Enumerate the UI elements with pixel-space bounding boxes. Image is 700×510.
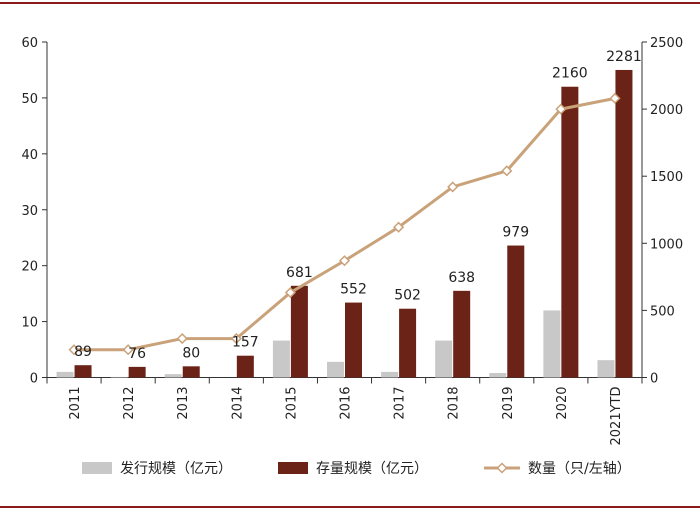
right-tick-label: 1000 [650, 237, 683, 252]
issuance-bar-2017 [381, 371, 399, 378]
issuance-bar-2015 [272, 340, 290, 378]
x-tick-label: 2014 [230, 387, 245, 420]
x-tick-label: 2015 [284, 387, 299, 420]
count-marker-2014 [230, 333, 242, 345]
data-label-2011: 89 [74, 344, 92, 360]
left-tick-label: 30 [21, 204, 38, 219]
outstanding-bar-2015 [290, 285, 308, 378]
issuance-bar-2013 [164, 374, 182, 378]
right-tick-label: 0 [650, 372, 658, 387]
data-label-2015: 681 [286, 265, 313, 281]
issuance-bar-2021YTD [597, 360, 615, 378]
outstanding-bar-2014 [236, 355, 254, 378]
legend: 发行规模（亿元） 存量规模（亿元） 数量（只/左轴） [82, 461, 631, 477]
issuance-bar-2019 [489, 373, 507, 378]
right-tick-label: 1500 [650, 170, 683, 185]
count-marker-2013 [176, 333, 188, 345]
legend-label-2: 数量（只/左轴） [528, 461, 631, 477]
legend-marker [496, 462, 508, 474]
x-tick-label: 2020 [555, 387, 570, 420]
data-label-2017: 502 [394, 288, 421, 304]
issuance-bar-2020 [543, 310, 561, 378]
x-tick-label: 2021YTD [609, 387, 624, 446]
data-label-2020: 2160 [552, 66, 588, 82]
data-label-2013: 80 [182, 345, 200, 361]
outstanding-bar-2018 [453, 290, 471, 378]
x-tick-label: 2016 [339, 387, 354, 420]
legend-swatch-0 [82, 462, 112, 474]
issuance-bar-2011 [56, 371, 74, 378]
count-marker-2015 [284, 286, 296, 299]
outstanding-bar-2019 [507, 245, 525, 378]
count-marker-2012 [122, 344, 134, 356]
legend-label-1: 存量规模（亿元） [316, 461, 428, 477]
outstanding-bar-2021YTD [615, 69, 633, 378]
left-tick-label: 60 [21, 36, 38, 51]
legend-label-0: 发行规模（亿元） [120, 461, 232, 477]
count-marker-2011 [68, 344, 80, 356]
outstanding-bar-2017 [399, 308, 417, 378]
right-tick-label: 2000 [650, 103, 683, 118]
left-tick-label: 40 [21, 148, 38, 163]
x-tick-label: 2011 [68, 387, 83, 420]
issuance-bar-2018 [435, 340, 453, 378]
right-tick-label: 500 [650, 304, 675, 319]
right-tick-label: 2500 [650, 36, 683, 51]
outstanding-bar-2011 [74, 365, 92, 378]
data-label-2014: 157 [232, 335, 259, 351]
issuance-bar-2016 [327, 361, 344, 378]
count-marker-2016 [338, 255, 351, 267]
issuance-bar-2012 [110, 376, 128, 378]
count-marker-2020 [555, 103, 567, 115]
count-marker-2021YTD [609, 92, 621, 104]
x-tick-label: 2018 [447, 387, 462, 420]
count-marker-2017 [393, 221, 405, 233]
x-tick-label: 2019 [501, 387, 516, 420]
x-tick-label: 2017 [393, 387, 408, 420]
left-tick-label: 50 [21, 92, 38, 107]
left-tick-label: 10 [21, 316, 38, 331]
data-label-2021YTD: 2281 [606, 49, 642, 65]
count-marker-2018 [447, 181, 459, 193]
count-marker-2019 [501, 165, 513, 177]
count-line [74, 96, 616, 352]
legend-swatch-1 [278, 462, 308, 474]
data-label-2018: 638 [448, 270, 475, 286]
outstanding-bar-2012 [128, 366, 146, 378]
left-tick-label: 0 [30, 372, 38, 387]
outstanding-bar-2013 [182, 366, 200, 378]
x-tick-label: 2013 [176, 387, 191, 420]
data-label-2016: 552 [340, 282, 367, 298]
x-tick-label: 2012 [122, 387, 137, 420]
outstanding-bar-2016 [345, 302, 362, 378]
outstanding-bar-2020 [561, 86, 579, 378]
data-label-2019: 979 [502, 225, 529, 241]
left-tick-label: 20 [21, 260, 38, 275]
data-label-2012: 76 [128, 346, 146, 362]
plot-area: 0 10 20 30 40 50 60 0 500 1000 1500 2000 2500 2011 201… [21, 36, 683, 445]
